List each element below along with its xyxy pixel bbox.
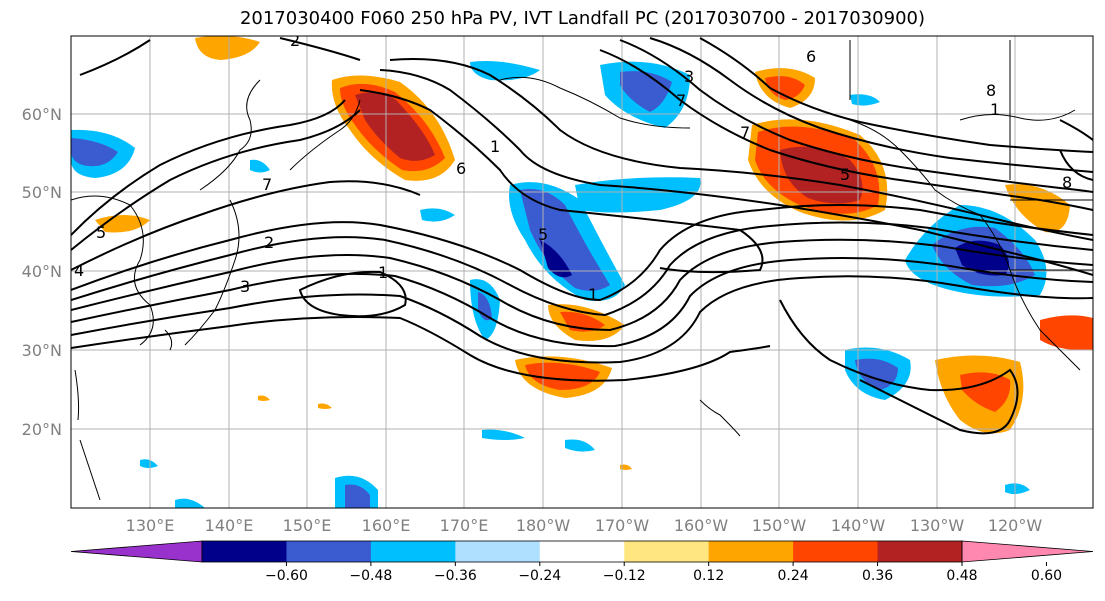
map-frame bbox=[70, 35, 1094, 509]
contour-labels: 2 6 8 1 7 5 7 6 1 7 5 1 2 3 1 8 5 3 4 bbox=[74, 31, 1072, 304]
lat-label-60n: 60°N bbox=[22, 105, 62, 124]
lon-label: 140°W bbox=[831, 516, 886, 535]
contour-label: 2 bbox=[264, 233, 274, 252]
lon-label: 170°E bbox=[440, 516, 489, 535]
contour-label: 8 bbox=[986, 81, 996, 100]
colorbar-border bbox=[201, 540, 963, 563]
colorbar-swatch bbox=[624, 541, 710, 562]
contour-label: 3 bbox=[684, 67, 694, 86]
contour-label: 6 bbox=[806, 47, 816, 66]
colorbar-tick-label: −0.36 bbox=[434, 568, 477, 584]
colorbar-tick-label: 0.48 bbox=[946, 568, 977, 584]
map-title: 2017030400 F060 250 hPa PV, IVT Landfall… bbox=[239, 8, 926, 29]
colorbar-swatch bbox=[455, 541, 541, 562]
colorbar-swatch bbox=[286, 541, 372, 562]
contour-label: 1 bbox=[378, 263, 388, 282]
contour-label: 4 bbox=[74, 261, 84, 280]
lon-label: 180°W bbox=[516, 516, 571, 535]
colorbar-swatch bbox=[370, 541, 456, 562]
contour-label: 5 bbox=[840, 165, 850, 184]
lat-label-50n: 50°N bbox=[22, 183, 62, 202]
lat-label-30n: 30°N bbox=[22, 341, 62, 360]
contour-label: 1 bbox=[490, 137, 500, 156]
colorbar: −0.60 −0.48 −0.36 −0.24 −0.12 0.12 0.24 0.36 0.4… bbox=[70, 540, 1094, 584]
lat-label-20n: 20°N bbox=[22, 420, 62, 439]
contour-label: 8 bbox=[1062, 173, 1072, 192]
colorbar-tick-label: −0.24 bbox=[518, 568, 561, 584]
lon-label: 150°E bbox=[283, 516, 332, 535]
colorbar-swatch bbox=[202, 541, 287, 562]
contour-label: 6 bbox=[456, 159, 466, 178]
colorbar-tick-label: 0.60 bbox=[1031, 568, 1062, 584]
lon-label: 160°E bbox=[362, 516, 411, 535]
colorbar-extend-min bbox=[70, 540, 203, 563]
colorbar-tick-label: −0.48 bbox=[349, 568, 392, 584]
contour-label: 3 bbox=[240, 277, 250, 296]
colorbar-tick-label: 0.24 bbox=[778, 568, 809, 584]
colorbar-swatch bbox=[539, 541, 625, 562]
colorbar-swatch bbox=[708, 541, 794, 562]
lon-label: 140°E bbox=[205, 516, 254, 535]
lon-label: 130°E bbox=[126, 516, 175, 535]
colorbar-tick-label: 0.36 bbox=[862, 568, 893, 584]
pv-contours bbox=[71, 37, 1093, 435]
latitude-labels: 60°N 50°N 40°N 30°N 20°N bbox=[22, 105, 62, 439]
colorbar-tick-label: 0.12 bbox=[693, 568, 724, 584]
lon-label: 120°W bbox=[988, 516, 1043, 535]
contour-label: 7 bbox=[740, 123, 750, 142]
colorbar-extend-max bbox=[961, 540, 1094, 563]
contour-label: 5 bbox=[96, 223, 106, 242]
colorbar-tick-label: −0.60 bbox=[265, 568, 308, 584]
contour-label: 7 bbox=[262, 175, 272, 194]
contour-label: 5 bbox=[538, 225, 548, 244]
colorbar-swatch bbox=[877, 541, 963, 562]
colorbar-tick-label: −0.12 bbox=[603, 568, 646, 584]
contour-label: 1 bbox=[588, 285, 598, 304]
gridlines bbox=[71, 36, 1093, 508]
longitude-labels: 130°E 140°E 150°E 160°E 170°E 180°W 170°… bbox=[126, 516, 1043, 535]
contour-label: 7 bbox=[676, 91, 686, 110]
lon-label: 160°W bbox=[674, 516, 729, 535]
lon-label: 170°W bbox=[595, 516, 650, 535]
contour-label: 2 bbox=[290, 31, 300, 50]
shaded-anomalies bbox=[71, 36, 1093, 508]
contour-label: 1 bbox=[990, 100, 1000, 119]
lat-label-40n: 40°N bbox=[22, 262, 62, 281]
colorbar-swatch bbox=[793, 541, 879, 562]
lon-label: 150°W bbox=[752, 516, 807, 535]
lon-label: 130°W bbox=[910, 516, 965, 535]
